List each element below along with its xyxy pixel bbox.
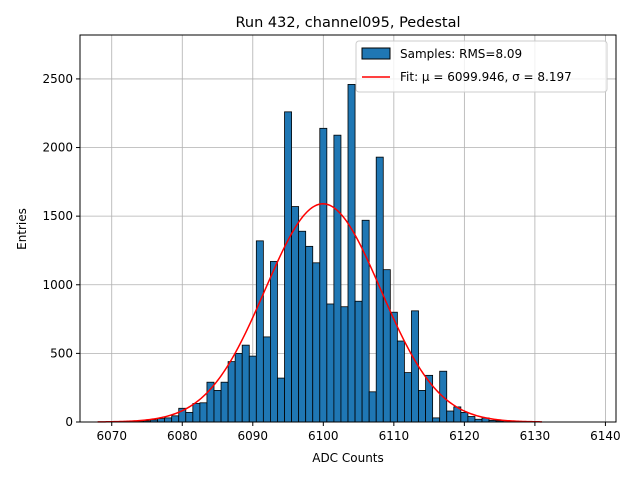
histogram-bar [284,111,292,423]
y-tick-label: 2000 [42,141,73,155]
x-axis-ticks: 6070 6080 6090 6100 6110 6120 6130 6140 [96,422,621,443]
y-axis-label: Entries [15,208,29,250]
histogram-bar [171,415,180,423]
x-tick-label: 6080 [167,429,198,443]
histogram-bar [262,336,271,423]
legend-bar-swatch [361,47,391,60]
histogram-bar [432,417,441,423]
histogram-bar [446,410,455,423]
histogram-bar [347,84,356,423]
histogram-bar [241,344,250,423]
histogram-bar [227,361,236,423]
x-tick-label: 6110 [379,429,410,443]
histogram-bar [298,230,307,423]
x-tick-label: 6070 [96,429,127,443]
histogram-bar [460,411,469,423]
histogram-bar [404,372,412,423]
histogram-bar [411,310,419,423]
histogram-bar [157,418,166,423]
histogram-bar [277,377,285,423]
y-tick-label: 1000 [42,278,73,292]
y-tick-label: 500 [50,346,73,360]
histogram-bar [319,127,328,423]
histogram-bars [128,84,511,423]
legend-histogram-label: Samples: RMS=8.09 [400,47,522,61]
y-axis-ticks: 0 500 1000 1500 2000 2500 [42,72,80,429]
x-tick-label: 6130 [520,429,551,443]
x-tick-label: 6140 [590,429,621,443]
x-tick-label: 6120 [449,429,480,443]
histogram-bar [192,403,201,423]
histogram-bar [382,269,391,423]
histogram-bar [199,402,208,423]
histogram-bar [389,311,398,423]
x-axis-label: ADC Counts [312,451,384,465]
histogram-bar [255,240,264,423]
legend: Samples: RMS=8.09 Fit: μ = 6099.946, σ =… [355,40,608,93]
histogram-bar [368,391,377,423]
legend-box [355,40,608,93]
histogram-bar [340,306,349,423]
histogram-bar [354,300,363,423]
x-tick-label: 6100 [308,429,339,443]
y-tick-label: 0 [65,415,73,429]
histogram-bar [312,262,321,423]
histogram-bar [333,134,342,423]
histogram-bar [270,261,278,423]
histogram-bar [234,352,243,423]
histogram-bar [375,156,384,423]
x-tick-label: 6090 [238,429,269,443]
histogram-bar [326,303,335,423]
fit-curve [97,203,542,423]
histogram-bar [418,390,426,423]
histogram-bar [248,355,257,423]
histogram-bar [396,340,405,423]
plot-frame [79,34,617,423]
histogram-bar [164,417,173,423]
legend-fit-label: Fit: μ = 6099.946, σ = 8.197 [400,70,572,84]
histogram-bar [220,381,229,423]
histogram-bar [185,411,194,423]
y-tick-label: 1500 [42,209,73,223]
chart-title: Run 432, channel095, Pedestal [235,15,460,31]
histogram-bar [467,416,476,423]
histogram-bar [305,245,314,423]
y-tick-label: 2500 [42,72,73,86]
histogram-bar [213,390,222,423]
histogram-bar [291,206,300,423]
